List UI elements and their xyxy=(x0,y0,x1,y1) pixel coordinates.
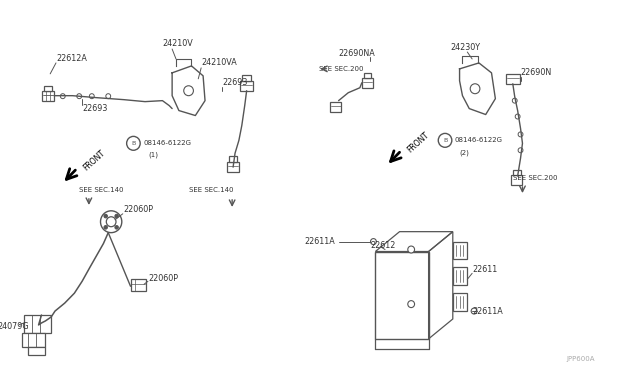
Circle shape xyxy=(100,211,122,232)
Bar xyxy=(506,74,520,84)
Text: SEE SEC.140: SEE SEC.140 xyxy=(189,187,233,193)
Circle shape xyxy=(90,94,94,99)
Bar xyxy=(452,241,467,259)
Circle shape xyxy=(438,134,452,147)
Bar xyxy=(452,293,467,311)
Text: 24079G: 24079G xyxy=(0,323,29,331)
Circle shape xyxy=(518,132,523,137)
Text: B: B xyxy=(443,138,447,143)
Text: 22611A: 22611A xyxy=(472,307,503,315)
Bar xyxy=(131,279,146,291)
Circle shape xyxy=(184,86,193,96)
Circle shape xyxy=(408,246,415,253)
Text: 22612A: 22612A xyxy=(56,54,87,64)
Bar xyxy=(44,86,52,91)
Bar xyxy=(227,162,239,172)
Text: 08146-6122G: 08146-6122G xyxy=(143,140,191,146)
Circle shape xyxy=(512,98,517,103)
Bar xyxy=(513,170,520,175)
Text: 24230Y: 24230Y xyxy=(450,42,480,52)
Bar xyxy=(452,267,467,285)
Text: 22690N: 22690N xyxy=(520,68,552,77)
Circle shape xyxy=(115,214,118,218)
Text: (2): (2) xyxy=(460,149,470,155)
Text: 22690NA: 22690NA xyxy=(339,48,375,58)
Text: 22693: 22693 xyxy=(223,78,248,87)
Bar xyxy=(240,81,253,91)
Text: (1): (1) xyxy=(148,152,158,158)
Text: 24210V: 24210V xyxy=(163,39,193,48)
Text: 22612: 22612 xyxy=(371,241,396,250)
Bar xyxy=(511,175,522,185)
Text: FRONT: FRONT xyxy=(405,130,431,154)
Circle shape xyxy=(471,308,477,314)
Text: 22060P: 22060P xyxy=(148,274,178,283)
Text: 22611A: 22611A xyxy=(304,237,335,246)
Bar xyxy=(42,91,54,101)
Circle shape xyxy=(104,225,108,229)
Circle shape xyxy=(106,217,116,227)
Text: SEE SEC.140: SEE SEC.140 xyxy=(79,187,124,193)
Text: 08146-6122G: 08146-6122G xyxy=(455,137,503,143)
Text: 24210VA: 24210VA xyxy=(201,58,237,67)
Bar xyxy=(22,333,45,347)
Circle shape xyxy=(515,114,520,119)
Bar xyxy=(364,73,371,78)
Text: B: B xyxy=(131,141,136,146)
Circle shape xyxy=(518,148,523,153)
Circle shape xyxy=(60,94,65,99)
Circle shape xyxy=(470,84,480,94)
Bar xyxy=(362,78,373,88)
Circle shape xyxy=(115,225,118,229)
Text: SEE SEC.200: SEE SEC.200 xyxy=(513,175,557,181)
Text: FRONT: FRONT xyxy=(81,148,106,172)
Bar xyxy=(24,315,51,333)
Text: JPP600A: JPP600A xyxy=(566,356,595,362)
Text: SEE SEC.200: SEE SEC.200 xyxy=(319,66,364,72)
Circle shape xyxy=(104,214,108,218)
Circle shape xyxy=(371,238,376,244)
Circle shape xyxy=(77,94,82,99)
Text: 22060P: 22060P xyxy=(124,205,154,214)
Bar xyxy=(28,347,45,355)
Circle shape xyxy=(106,94,111,99)
Text: 22693: 22693 xyxy=(82,104,108,113)
Circle shape xyxy=(127,137,140,150)
Bar xyxy=(242,75,252,81)
Bar xyxy=(229,156,237,162)
Circle shape xyxy=(408,301,415,308)
Bar xyxy=(330,102,342,112)
Text: 22611: 22611 xyxy=(472,265,497,274)
